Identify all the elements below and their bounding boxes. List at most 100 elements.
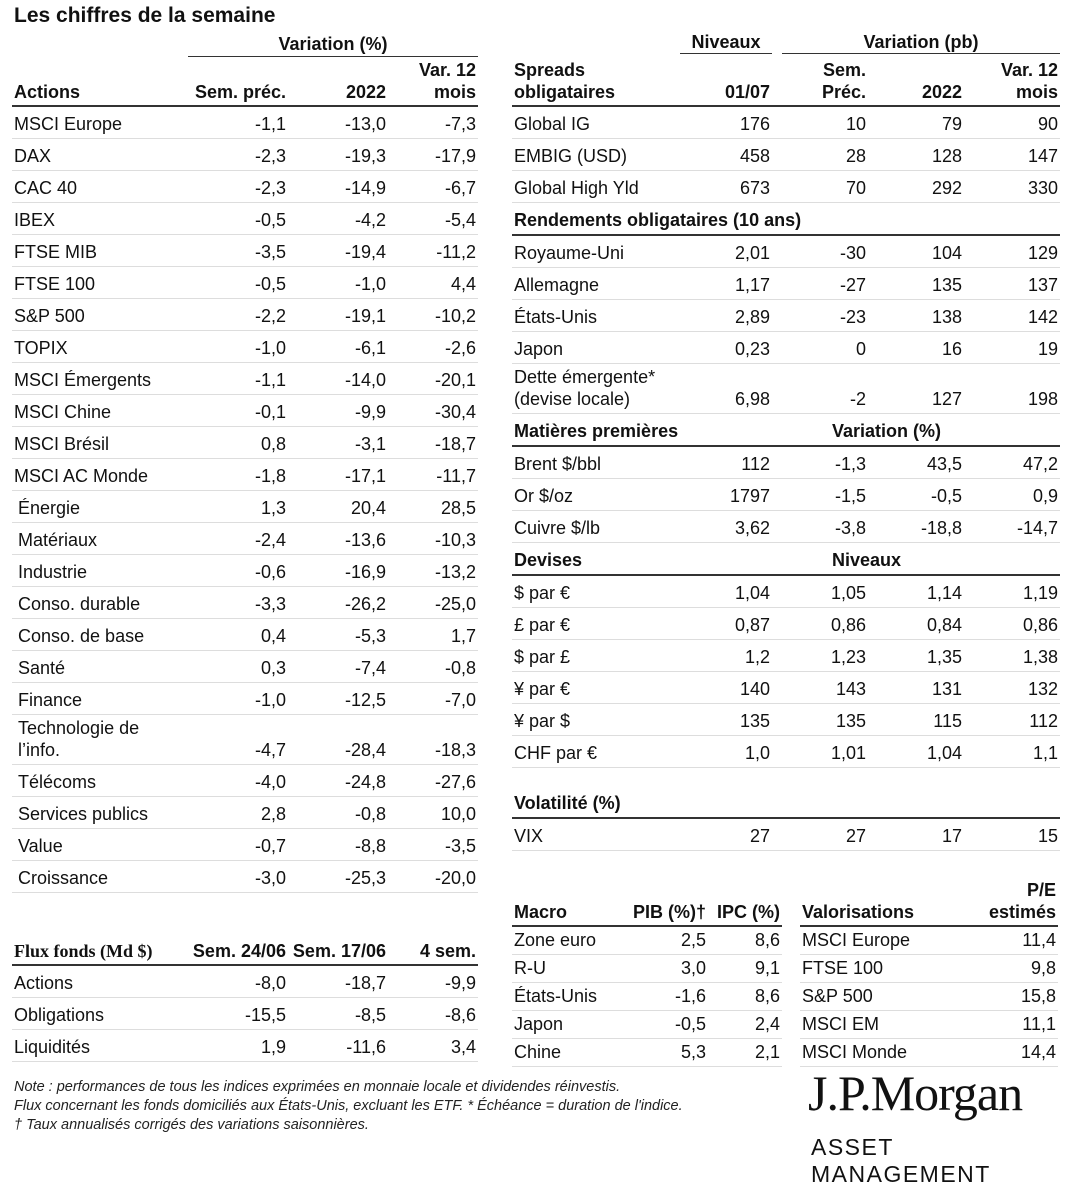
footnotes: Note : performances de tous les indices … [14,1078,734,1135]
flows-row-b: -8,5 [288,997,388,1030]
fx-row-ytd: 1,14 [868,575,964,608]
equities-row-name: Télécoms [12,764,188,797]
equities-row-week: -2,3 [188,170,288,203]
volatility-row: VIX 27 27 17 15 [512,818,1060,851]
equities-row: Services publics 2,8 -0,8 10,0 [12,796,478,829]
fx-row-name: ¥ par $ [512,703,680,736]
equities-row-name: MSCI Europe [12,106,188,139]
commodity-row-ytd: -18,8 [868,510,964,543]
macro-row: Zone euro 2,5 8,6 [512,926,782,955]
yield-row-12m: 142 [964,299,1060,332]
bonds-col-12m: Var. 12 mois [964,56,1060,107]
fx-row-level: 140 [680,671,772,704]
equities-row-12m: -20,0 [388,860,478,893]
equities-row-name: MSCI AC Monde [12,458,188,491]
fx-row-name: CHF par € [512,735,680,768]
equities-row-ytd: -7,4 [288,650,388,683]
bonds-col-name: Spreads obligataires [512,56,680,107]
fx-row-12m: 0,86 [964,607,1060,640]
equities-row-week: -3,3 [188,586,288,619]
flows-row: Liquidités 1,9 -11,6 3,4 [12,1029,478,1062]
equities-row-week: -1,0 [188,682,288,715]
equities-row: FTSE MIB -3,5 -19,4 -11,2 [12,234,478,267]
bonds-col-level: 01/07 [680,56,772,107]
spread-row: Global IG 176 10 79 90 [512,106,1060,139]
yield-row-week: 0 [772,331,868,364]
bonds-table: Spreads obligataires 01/07 Sem. Préc. 20… [512,56,1060,851]
commodity-row: Cuivre $/lb 3,62 -3,8 -18,8 -14,7 [512,510,1060,543]
valuations-col-name: Valorisations [800,868,970,927]
equities-table: Actions Sem. préc. 2022 Var. 12 mois MSC… [12,56,478,893]
valuation-row-pe: 11,1 [970,1010,1058,1039]
yield-row-name: Japon [512,331,680,364]
fx-row-week: 0,86 [772,607,868,640]
valuation-row: MSCI EM 11,1 [800,1010,1058,1039]
valuation-row-name: MSCI Monde [800,1038,970,1067]
spread-row-name: Global IG [512,106,680,139]
equities-row-ytd: -12,5 [288,682,388,715]
equities-row-12m: -3,5 [388,828,478,861]
equities-row-week: -3,0 [188,860,288,893]
yield-row-12m: 137 [964,267,1060,300]
commodity-row-week: -1,3 [772,446,868,479]
equities-row-ytd: -14,0 [288,362,388,395]
fx-row-week: 143 [772,671,868,704]
equities-row: Énergie 1,3 20,4 28,5 [12,490,478,523]
yield-row-level: 2,89 [680,299,772,332]
equities-row-week: -1,1 [188,106,288,139]
equities-row-12m: -25,0 [388,586,478,619]
commodity-row: Brent $/bbl 112 -1,3 43,5 47,2 [512,446,1060,479]
equities-row-ytd: -24,8 [288,764,388,797]
equities-row-ytd: -8,8 [288,828,388,861]
valuation-row-pe: 9,8 [970,954,1058,983]
yield-row: Royaume-Uni 2,01 -30 104 129 [512,235,1060,268]
valuation-row: S&P 500 15,8 [800,982,1058,1011]
volatility-section-header: Volatilité (%) [512,767,1060,819]
equities-row-ytd: -19,1 [288,298,388,331]
equities-row-ytd: -19,4 [288,234,388,267]
spread-row-name: Global High Yld [512,170,680,203]
equities-row: FTSE 100 -0,5 -1,0 4,4 [12,266,478,299]
volatility-row-week: 27 [772,818,868,851]
equities-row: Santé 0,3 -7,4 -0,8 [12,650,478,683]
equities-row-12m: -18,7 [388,426,478,459]
valuation-row-pe: 14,4 [970,1038,1058,1067]
flows-row: Actions -8,0 -18,7 -9,9 [12,965,478,998]
equities-row-name: Technologie de l’info. [12,714,188,765]
volatility-row-ytd: 17 [868,818,964,851]
commodities-section-header-subtitle: Variation (%) [772,413,1060,447]
equities-row-12m: -6,7 [388,170,478,203]
yield-row-ytd: 16 [868,331,964,364]
equities-row-12m: -0,8 [388,650,478,683]
fx-section-header: Devises Niveaux [512,542,1060,576]
macro-row: Japon -0,5 2,4 [512,1010,782,1039]
macro-row: États-Unis -1,6 8,6 [512,982,782,1011]
fx-row-level: 135 [680,703,772,736]
equities-row: DAX -2,3 -19,3 -17,9 [12,138,478,171]
macro-row: Chine 5,3 2,1 [512,1038,782,1067]
equities-row-12m: -7,3 [388,106,478,139]
equities-row-week: -3,5 [188,234,288,267]
yield-row-name: Royaume-Uni [512,235,680,268]
equities-row-name: Matériaux [12,522,188,555]
valuation-row: FTSE 100 9,8 [800,954,1058,983]
yield-row-level: 0,23 [680,331,772,364]
yields-section-header-title: Rendements obligataires (10 ans) [512,202,1060,236]
equities-row-ytd: -17,1 [288,458,388,491]
fx-row: $ par £1,2 1,23 1,35 1,38 [512,639,1060,672]
yield-row-ytd: 127 [868,363,964,414]
equities-section: Variation (%) Actions Sem. préc. 2022 Va… [12,34,478,893]
fx-row-week: 1,01 [772,735,868,768]
macro-row-name: États-Unis [512,982,622,1011]
equities-group-header: Variation (%) [188,34,478,57]
fx-row-name: ¥ par € [512,671,680,704]
macro-row-name: R-U [512,954,622,983]
equities-row-week: -1,8 [188,458,288,491]
valuation-row: MSCI Europe 11,4 [800,926,1058,955]
spread-row-ytd: 292 [868,170,964,203]
spread-row-12m: 330 [964,170,1060,203]
equities-row-12m: 1,7 [388,618,478,651]
macro-row-gdp: -0,5 [622,1010,708,1039]
spread-row-12m: 90 [964,106,1060,139]
macro-row-gdp: 5,3 [622,1038,708,1067]
